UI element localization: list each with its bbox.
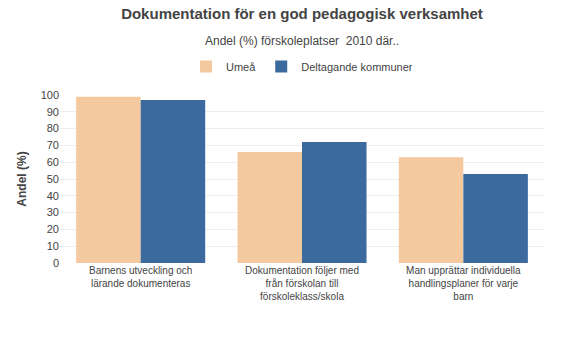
svg-text:30: 30 — [47, 206, 59, 218]
svg-text:90: 90 — [47, 106, 59, 118]
svg-text:Deltagande kommuner: Deltagande kommuner — [301, 61, 413, 73]
svg-text:Dokumentation för en god pedag: Dokumentation för en god pedagogisk verk… — [121, 5, 483, 22]
svg-text:Dokumentation följer medfrån f: Dokumentation följer medfrån förskolan t… — [245, 265, 359, 302]
svg-text:60: 60 — [47, 156, 59, 168]
svg-text:50: 50 — [47, 173, 59, 185]
svg-text:Barnens utveckling ochlärande: Barnens utveckling ochlärande dokumenter… — [89, 265, 192, 289]
svg-text:100: 100 — [41, 89, 59, 101]
svg-text:0: 0 — [53, 257, 59, 269]
svg-text:Umeå: Umeå — [226, 61, 256, 73]
svg-text:80: 80 — [47, 122, 59, 134]
svg-text:Andel (%) förskoleplatser 201: Andel (%) förskoleplatser 2010 där.. — [205, 34, 399, 48]
svg-text:Man upprättar individuellahand: Man upprättar individuellahandlingsplane… — [406, 265, 521, 302]
svg-text:10: 10 — [47, 240, 59, 252]
svg-text:20: 20 — [47, 223, 59, 235]
svg-text:70: 70 — [47, 139, 59, 151]
svg-text:Andel (%): Andel (%) — [15, 151, 29, 206]
svg-text:40: 40 — [47, 190, 59, 202]
